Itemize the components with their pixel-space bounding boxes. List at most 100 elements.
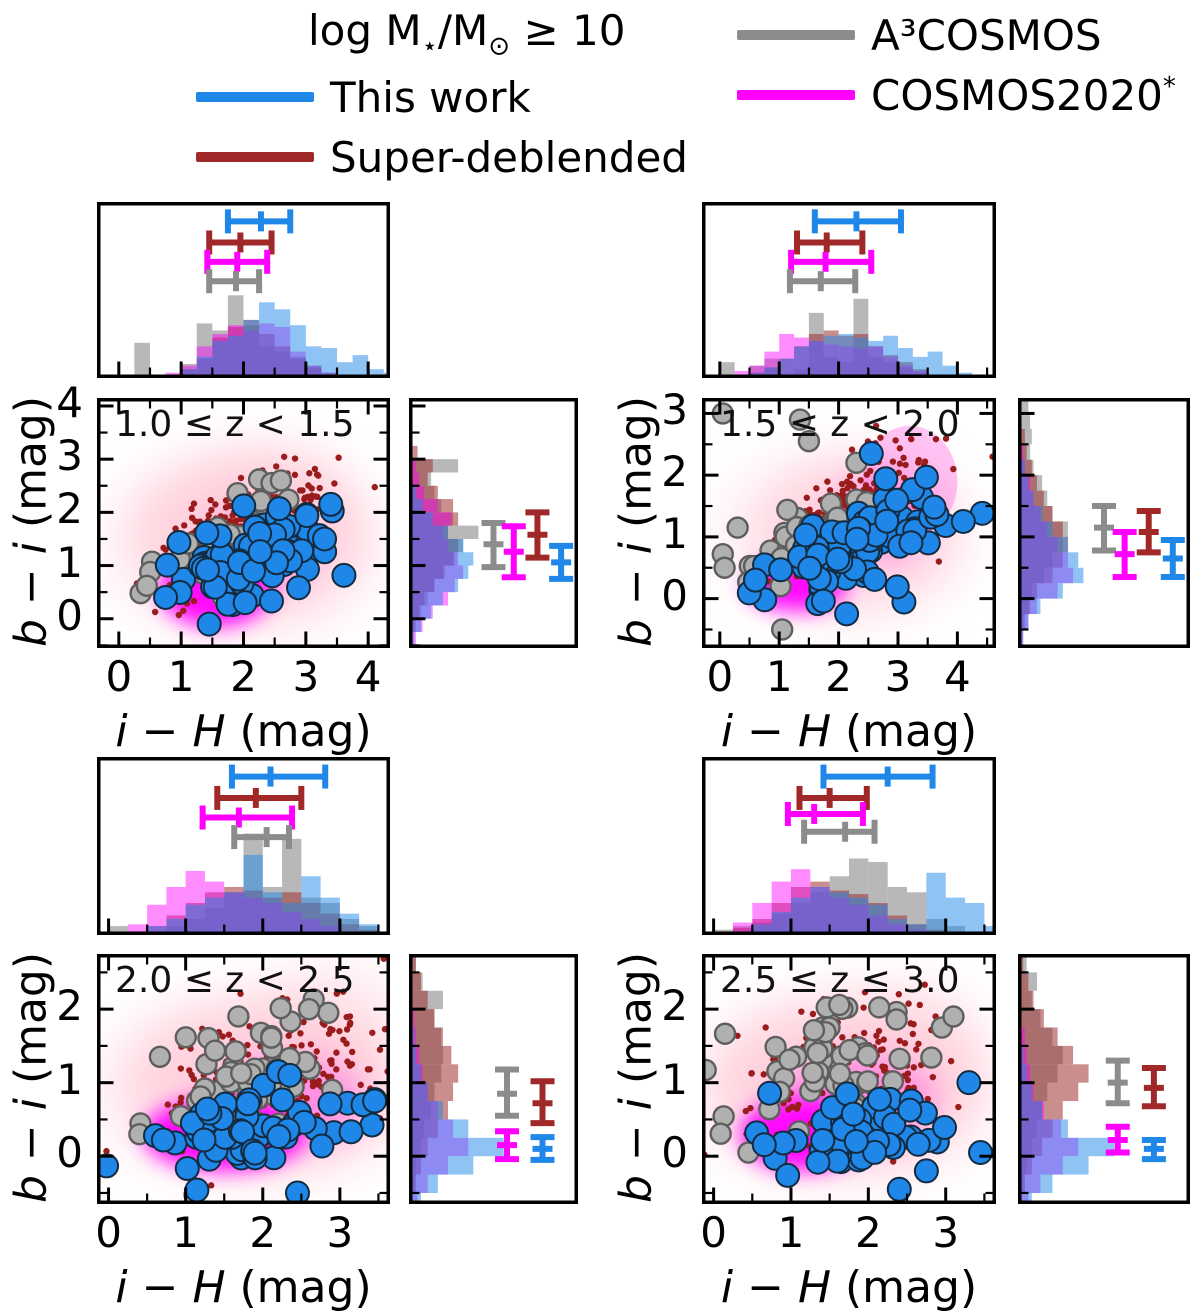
main-scatter-svg xyxy=(97,398,390,648)
y-tick-label: 3 xyxy=(661,385,688,435)
right-histogram-panel xyxy=(409,398,578,648)
x-tick-label: 4 xyxy=(944,652,971,701)
top-errorbar-magenta xyxy=(204,249,271,274)
x-axis-unit: (mag) xyxy=(225,706,372,757)
x-axis-unit: (mag) xyxy=(225,1262,372,1313)
top-hist-bars-blue xyxy=(732,872,996,935)
y-tick-label: 2 xyxy=(56,484,83,534)
x-axis-math: i − H xyxy=(720,1262,832,1313)
y-tick-label: 1 xyxy=(56,1054,83,1104)
y-axis-math: b − i xyxy=(5,1098,57,1204)
x-axis-label: i − H (mag) xyxy=(97,706,390,757)
right-histogram-panel xyxy=(409,954,578,1204)
top-errorbar-magenta xyxy=(784,801,866,826)
x-axis-unit: (mag) xyxy=(831,706,978,757)
top-histogram-svg xyxy=(97,757,390,935)
top-histogram-panel xyxy=(702,757,996,935)
x-tick-label: 3 xyxy=(292,652,320,701)
legend-title-text: log M xyxy=(308,6,422,55)
right-errorbar-blue xyxy=(549,542,574,582)
redshift-label: 1.5 ≤ z < 2.0 xyxy=(720,404,960,445)
top-errorbar-gray xyxy=(206,269,263,294)
right-errorbar-magenta xyxy=(1105,1123,1130,1156)
y-tick-label: 1 xyxy=(661,1054,688,1104)
x-tick-label: 1 xyxy=(777,1208,805,1257)
a3cosmos-line-swatch xyxy=(737,30,855,40)
y-tick-label: 0 xyxy=(661,570,688,620)
right-errorbar-brown xyxy=(1136,507,1161,556)
top-errorbar-brown xyxy=(794,230,866,255)
top-errorbar-gray xyxy=(801,819,878,844)
top-errorbar-blue xyxy=(811,209,904,234)
y-tick-label: 3 xyxy=(56,431,83,481)
legend-entry-this-work: This work xyxy=(196,72,531,122)
legend-title-text2: /M xyxy=(437,6,489,55)
blue-scatter-points xyxy=(736,441,995,627)
right-hist-bars-blue xyxy=(1021,1045,1115,1204)
right-errorbar-brown xyxy=(530,1078,555,1127)
right-histogram-svg xyxy=(409,954,578,1204)
right-hist-bars-blue xyxy=(412,485,474,646)
main-scatter-svg xyxy=(702,954,996,1204)
right-errorbar-magenta xyxy=(501,523,526,581)
this-work-line-swatch xyxy=(196,92,314,102)
x-tick-label: 1 xyxy=(765,652,793,701)
x-tick-label: 2 xyxy=(249,1208,277,1257)
right-errorbar-gray xyxy=(481,520,506,571)
main-scatter-svg xyxy=(97,954,390,1204)
y-tick-label: 1 xyxy=(661,508,688,558)
top-histogram-panel xyxy=(702,202,996,378)
redshift-label: 2.0 ≤ z < 2.5 xyxy=(115,960,355,1001)
main-scatter-panel: 1.0 ≤ z < 1.5 xyxy=(97,398,390,648)
x-axis-unit: (mag) xyxy=(831,1262,978,1313)
top-errorbar-brown xyxy=(206,230,275,255)
right-errorbar-blue xyxy=(1160,536,1185,581)
x-axis-math: i − H xyxy=(720,706,832,757)
top-hist-bars-blue xyxy=(165,302,390,378)
legend-title: log M⋆/M⊙ ≥ 10 xyxy=(308,6,625,61)
x-tick-label: 0 xyxy=(95,1208,122,1257)
y-tick-label: 2 xyxy=(661,447,688,497)
x-axis-math: i − H xyxy=(115,1262,226,1313)
x-axis-label: i − H (mag) xyxy=(702,1262,996,1313)
right-histogram-panel xyxy=(1018,954,1190,1204)
x-tick-label: 1 xyxy=(172,1208,200,1257)
main-scatter-panel: 2.5 ≤ z ≤ 3.0 xyxy=(702,954,996,1204)
right-errorbar-brown xyxy=(1141,1064,1166,1110)
x-tick-label: 4 xyxy=(354,652,382,701)
x-tick-label: 2 xyxy=(825,652,852,701)
y-axis-label: b − i (mag) xyxy=(611,908,662,1248)
top-errorbar-gray xyxy=(786,269,859,294)
legend-label: Super-deblended xyxy=(330,132,688,182)
y-axis-label: b − i (mag) xyxy=(611,352,662,692)
x-tick-label: 3 xyxy=(884,652,912,701)
right-histogram-panel xyxy=(1018,398,1190,648)
y-tick-label: 2 xyxy=(661,981,688,1031)
legend-title-text3: ≥ 10 xyxy=(510,6,626,55)
top-errorbar-blue xyxy=(820,764,936,789)
top-errorbar-gray xyxy=(231,825,292,850)
right-errorbar-blue xyxy=(1141,1137,1166,1163)
top-hist-bars-blue xyxy=(734,334,988,378)
top-histogram-panel xyxy=(97,757,390,935)
redshift-label: 2.5 ≤ z ≤ 3.0 xyxy=(720,960,960,1001)
top-errorbar-blue xyxy=(228,764,329,789)
y-axis-label: b − i (mag) xyxy=(6,352,57,692)
y-tick-label: 0 xyxy=(56,1128,83,1178)
x-tick-label: 0 xyxy=(706,652,734,701)
legend-label: This work xyxy=(330,72,531,122)
legend-label: A³COSMOS xyxy=(871,10,1102,60)
right-errorbar-magenta xyxy=(495,1128,520,1163)
y-axis-unit: (mag) xyxy=(5,395,57,543)
top-errorbar-magenta xyxy=(788,249,875,274)
right-histogram-svg xyxy=(1018,954,1190,1204)
top-histogram-svg xyxy=(702,202,996,378)
y-axis-math: b − i xyxy=(610,542,662,648)
right-errorbar-gray xyxy=(495,1066,520,1119)
top-histogram-svg xyxy=(97,202,390,378)
right-errorbar-brown xyxy=(525,509,550,561)
y-tick-label: 0 xyxy=(661,1128,688,1178)
y-tick-label: 1 xyxy=(56,537,83,587)
right-errorbar-gray xyxy=(1105,1057,1130,1107)
